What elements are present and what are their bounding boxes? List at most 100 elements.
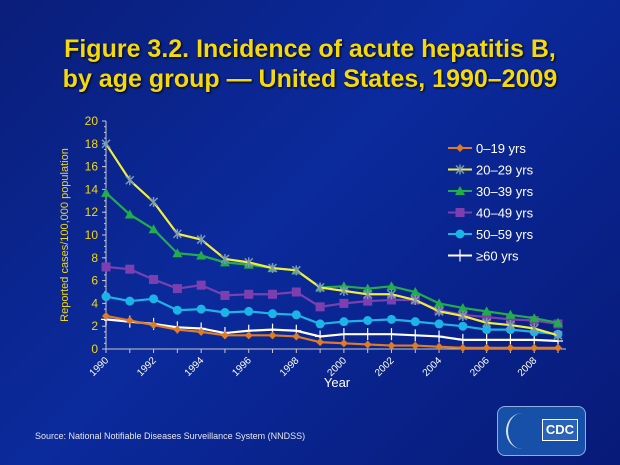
data-point-50-59-yrs [268, 309, 278, 319]
data-point-20-29-yrs [149, 196, 159, 207]
data-point-30-39-yrs [553, 317, 563, 327]
data-point-50-59-yrs [458, 321, 468, 331]
legend-marker--60-yrs [455, 249, 465, 262]
data-point-20-29-yrs [220, 253, 230, 264]
legend-label-0-19-yrs: 0–19 yrs [476, 141, 526, 156]
y-tick-label: 6 [91, 274, 98, 288]
data-point-20-29-yrs [267, 263, 278, 274]
data-point-40-49-yrs [149, 274, 159, 284]
x-tick-label: 1996 [230, 355, 254, 379]
series-line-30-39-yrs [105, 192, 559, 324]
data-point-50-59-yrs [291, 310, 301, 320]
data-point-30-39-yrs [124, 209, 135, 219]
data-point-40-49-yrs [196, 280, 206, 290]
data-point-0-19-yrs [482, 343, 491, 352]
data-point-40-49-yrs [291, 287, 301, 297]
data-point-0-19-yrs [316, 338, 325, 347]
data-point-30-39-yrs [434, 298, 445, 308]
data-point-40-49-yrs [339, 298, 349, 308]
legend-marker-50-59-yrs [455, 229, 465, 239]
title-line-1: Figure 3.2. Incidence of acute hepatitis… [64, 35, 556, 63]
y-tick-label: 14 [85, 182, 99, 196]
legend-label-40-49-yrs: 40–49 yrs [476, 206, 534, 221]
data-point-50-59-yrs [386, 314, 396, 324]
legend-label-50-59-yrs: 50–59 yrs [476, 227, 534, 242]
data-point-20-29-yrs [386, 289, 397, 300]
data-point-30-39-yrs [148, 224, 159, 234]
data-point-30-39-yrs [481, 306, 492, 316]
y-tick-label: 10 [85, 228, 99, 242]
legend-marker-30-39-yrs [455, 186, 465, 195]
data-point-40-49-yrs [505, 314, 515, 324]
x-tick-label: 2008 [516, 355, 540, 379]
cdc-logo-text: CDC [542, 419, 578, 441]
y-tick-label: 2 [91, 319, 98, 333]
data-point--60-yrs [434, 330, 445, 343]
data-point-0-19-yrs [292, 332, 301, 341]
legend-label-30-39-yrs: 30–39 yrs [476, 184, 534, 199]
data-point-20-29-yrs [529, 323, 539, 334]
data-point-40-49-yrs [172, 284, 182, 294]
data-point-20-29-yrs [410, 294, 420, 305]
x-tick-label: 1994 [183, 355, 207, 379]
data-point-30-39-yrs [196, 250, 207, 260]
data-point-40-49-yrs [268, 289, 278, 299]
data-point-20-29-yrs [244, 257, 254, 268]
legend-label--60-yrs: ≥60 yrs [476, 249, 519, 264]
chart-title: Figure 3.2. Incidence of acute hepatitis… [0, 34, 620, 94]
data-point-20-29-yrs [482, 317, 492, 328]
source-note: Source: National Notifiable Diseases Sur… [35, 431, 306, 441]
data-point-50-59-yrs [244, 306, 254, 316]
data-point-30-39-yrs [386, 281, 397, 291]
data-point-40-49-yrs [125, 264, 135, 274]
y-tick-label: 8 [91, 251, 98, 265]
data-point-30-39-yrs [101, 187, 111, 197]
data-point-20-29-yrs [339, 285, 349, 296]
data-point-20-29-yrs [125, 175, 135, 186]
data-point-50-59-yrs [149, 294, 159, 304]
y-tick-label: 12 [85, 205, 99, 219]
hhs-eagle-icon [506, 413, 538, 449]
y-tick-label: 0 [91, 342, 98, 356]
data-point-50-59-yrs [315, 319, 325, 329]
x-tick-label: 1990 [88, 355, 112, 379]
legend-marker-0-19-yrs [456, 144, 464, 152]
data-point-50-59-yrs [434, 319, 444, 329]
data-point--60-yrs [410, 329, 421, 342]
data-point--60-yrs [362, 328, 373, 341]
data-point-40-49-yrs [315, 302, 325, 312]
data-point-50-59-yrs [339, 317, 349, 327]
data-point-0-19-yrs [197, 327, 206, 336]
cdc-logo: CDC [497, 406, 586, 456]
data-point-30-39-yrs [505, 309, 516, 319]
legend-marker-20-29-yrs [455, 164, 465, 175]
data-point-20-29-yrs [291, 265, 301, 276]
data-point-0-19-yrs [125, 316, 134, 325]
data-point-50-59-yrs [125, 296, 135, 306]
x-tick-label: 2004 [421, 355, 445, 379]
data-point-30-39-yrs [529, 313, 540, 323]
x-tick-label: 1998 [278, 355, 302, 379]
data-point-30-39-yrs [362, 283, 373, 293]
data-point-0-19-yrs [387, 341, 396, 350]
data-point-50-59-yrs [410, 317, 420, 327]
data-point-0-19-yrs [530, 343, 539, 352]
data-point-30-39-yrs [410, 287, 421, 296]
data-point-20-29-yrs [434, 306, 444, 317]
data-point-20-29-yrs [101, 138, 111, 149]
data-point-0-19-yrs [506, 343, 515, 352]
y-axis-label: Reported cases/100,000 population [59, 148, 71, 322]
x-axis-label: Year [324, 375, 351, 390]
data-point-40-49-yrs [101, 262, 111, 272]
data-point-50-59-yrs [220, 308, 230, 318]
data-point--60-yrs [386, 328, 397, 341]
x-tick-label: 1992 [135, 355, 159, 379]
data-point-30-39-yrs [457, 302, 468, 312]
data-point-0-19-yrs [244, 331, 253, 340]
data-point-40-49-yrs [363, 296, 373, 306]
data-point-0-19-yrs [435, 342, 444, 351]
x-tick-label: 2002 [373, 355, 397, 379]
data-point-40-49-yrs [244, 289, 254, 299]
data-point-50-59-yrs [101, 292, 111, 302]
